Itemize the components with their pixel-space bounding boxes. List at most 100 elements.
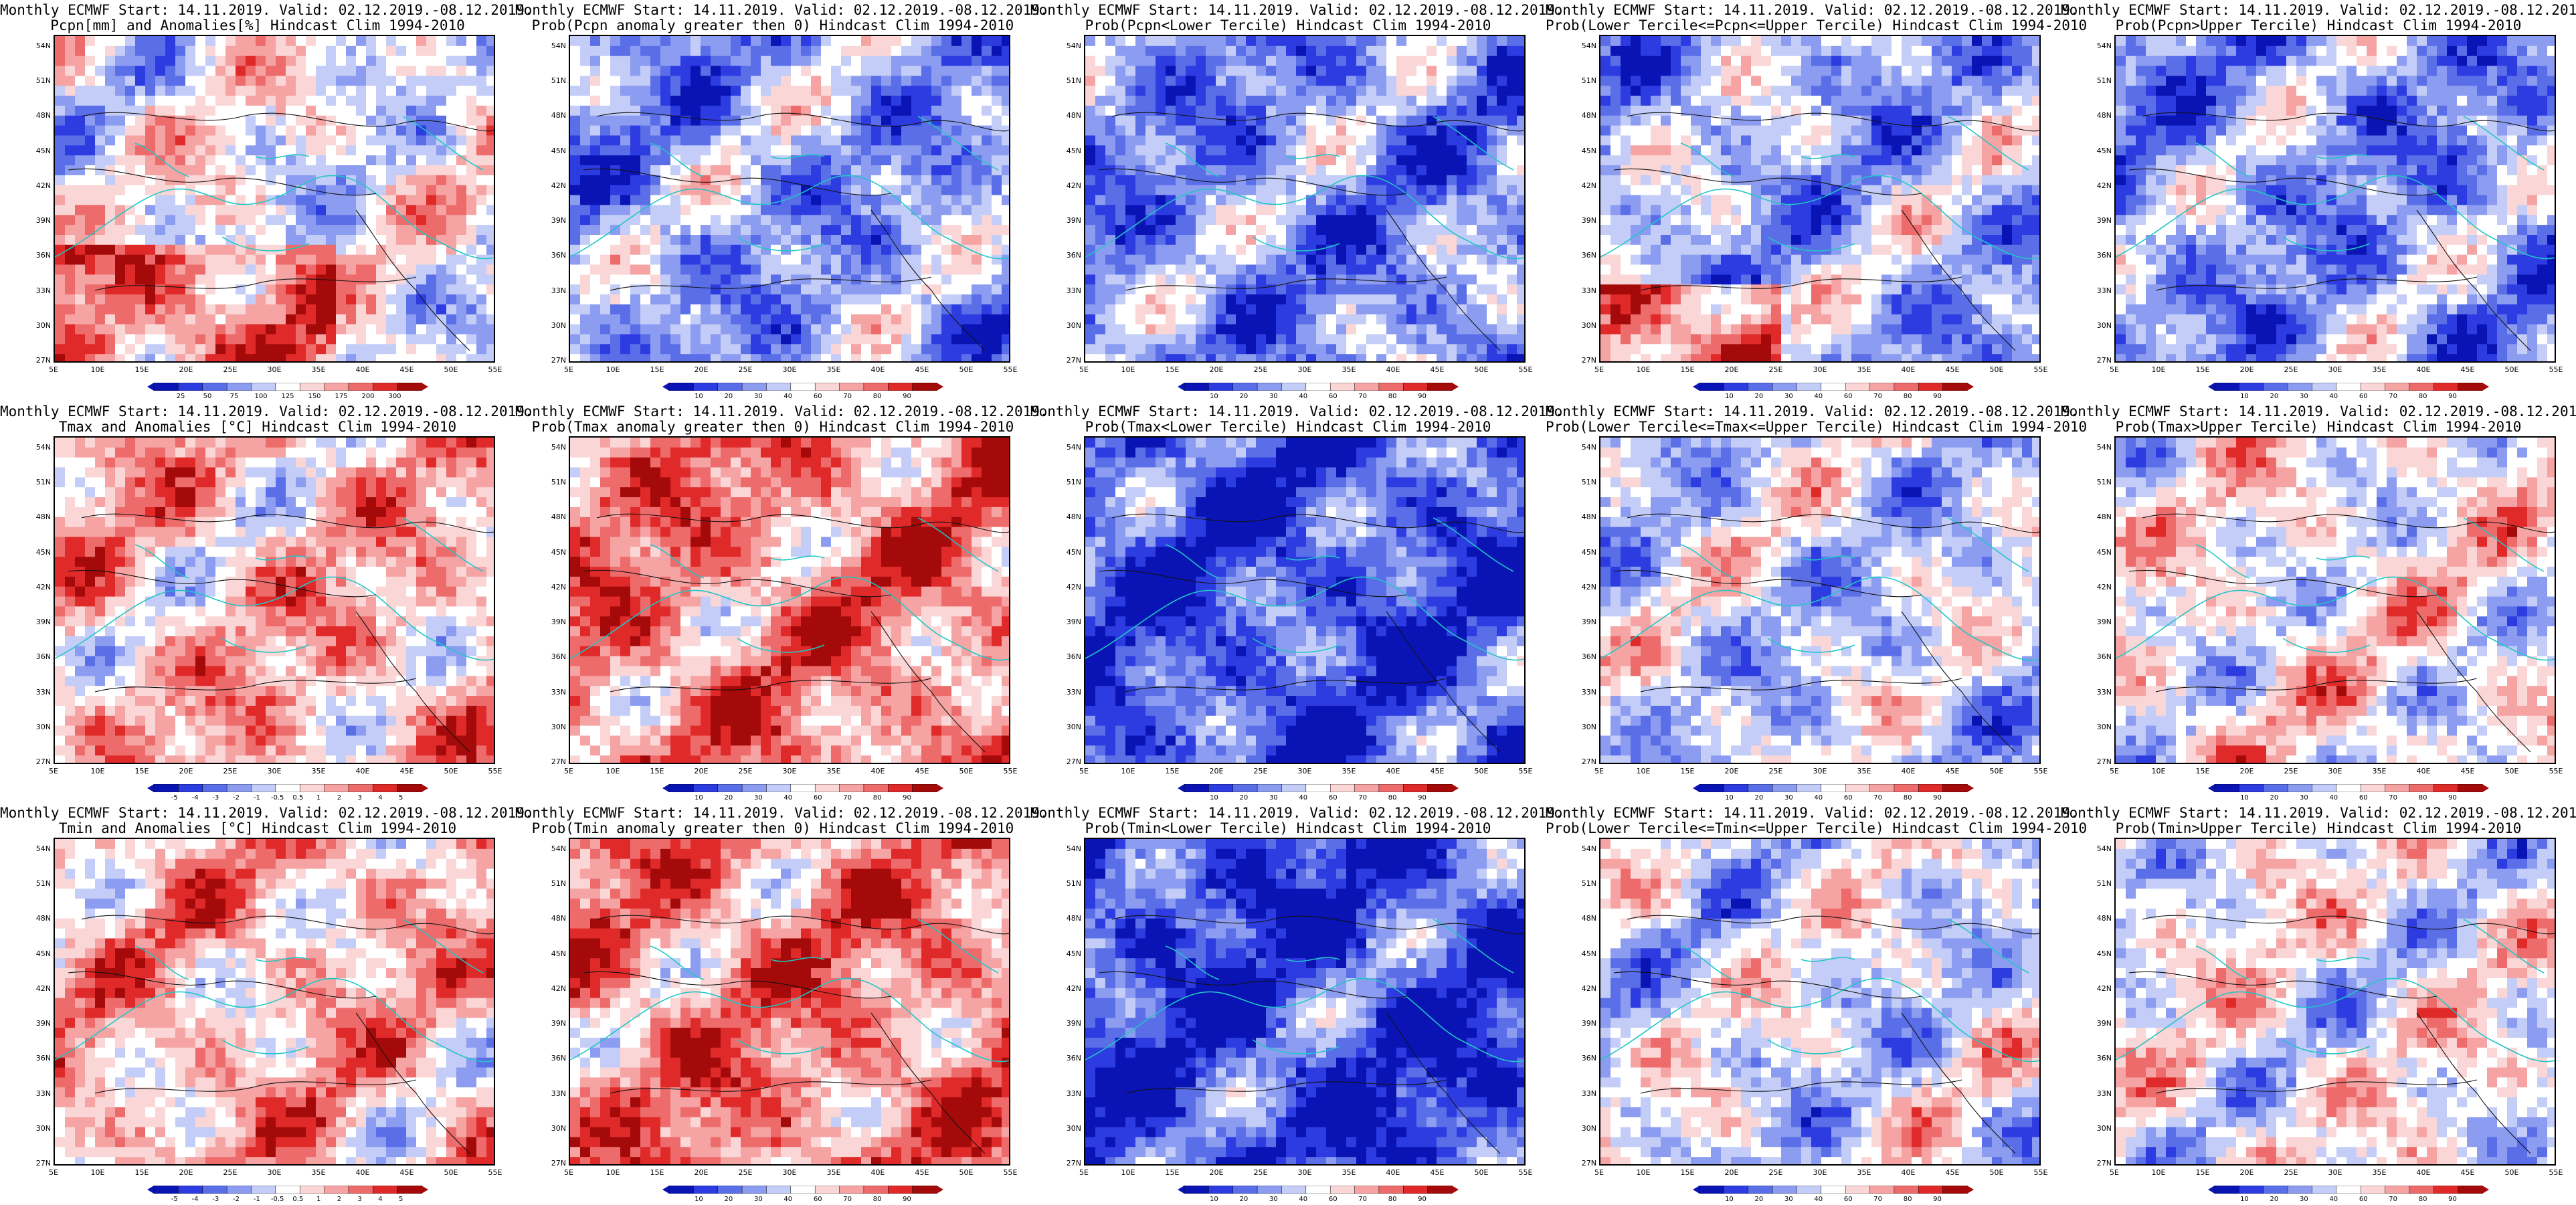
colorbar-tick-label: 30 <box>754 393 763 400</box>
latitude-label: 27N <box>2092 1159 2112 1168</box>
longitude-label: 30E <box>776 1168 803 1177</box>
longitude-label: 25E <box>1247 1168 1274 1177</box>
longitude-label: 25E <box>2278 1168 2304 1177</box>
latitude-label: 33N <box>1061 688 1081 697</box>
latitude-label: 54N <box>2092 844 2112 853</box>
colorbar-tick-label: 40 <box>1814 393 1823 400</box>
longitude-label: 25E <box>732 767 759 775</box>
longitude-label: 40E <box>349 365 376 374</box>
colorbar <box>147 383 428 391</box>
colorbar-tick-label: 30 <box>1784 794 1793 802</box>
latitude-label: 30N <box>31 1124 51 1133</box>
colorbar <box>2208 784 2489 792</box>
latitude-label: 51N <box>1061 76 1081 85</box>
colorbar-tick-label: 60 <box>2359 393 2368 400</box>
longitude-label: 45E <box>1939 1168 1966 1177</box>
latitude-label: 36N <box>1061 1054 1081 1062</box>
colorbar-tick-label: 25 <box>177 393 185 400</box>
longitude-label: 40E <box>1380 365 1406 374</box>
latitude-label: 27N <box>546 1159 566 1168</box>
latitude-label: 39N <box>546 618 566 626</box>
colorbar-tick-label: 80 <box>873 393 882 400</box>
colorbar-tick-label: 20 <box>725 393 733 400</box>
latitude-label: 48N <box>2092 513 2112 521</box>
map-area <box>569 35 1010 363</box>
map-panel: Monthly ECMWF Start: 14.11.2019. Valid: … <box>515 803 1030 1204</box>
latitude-label: 51N <box>31 879 51 888</box>
panel-subtitle: Prob(Lower Tercile<=Pcpn<=Upper Tercile)… <box>1546 18 2061 33</box>
longitude-label: 50E <box>2498 1168 2525 1177</box>
longitude-label: 45E <box>393 1168 420 1177</box>
colorbar-tick-label: -3 <box>212 1196 219 1203</box>
colorbar-tick-label: 10 <box>1725 1196 1734 1203</box>
longitude-label: 35E <box>2366 365 2393 374</box>
longitude-label: 20E <box>173 365 199 374</box>
latitude-label: 30N <box>1061 723 1081 731</box>
colorbar-tick-label: 90 <box>1933 794 1942 802</box>
colorbar-tick-label: 10 <box>1725 794 1734 802</box>
panel-title: Monthly ECMWF Start: 14.11.2019. Valid: … <box>2061 404 2576 419</box>
longitude-label: 35E <box>2366 767 2393 775</box>
map-area <box>569 838 1010 1166</box>
latitude-label: 51N <box>1576 879 1596 888</box>
latitude-label: 27N <box>546 757 566 766</box>
longitude-label: 15E <box>2189 767 2216 775</box>
longitude-label: 10E <box>1630 365 1657 374</box>
panel-title: Monthly ECMWF Start: 14.11.2019. Valid: … <box>0 404 515 419</box>
longitude-label: 40E <box>864 365 891 374</box>
longitude-label: 30E <box>2322 365 2349 374</box>
latitude-label: 51N <box>1061 879 1081 888</box>
colorbar <box>2208 1186 2489 1194</box>
colorbar-tick-label: 30 <box>1269 393 1278 400</box>
colorbar-tick-label: -1 <box>254 794 260 802</box>
map-panel: Monthly ECMWF Start: 14.11.2019. Valid: … <box>515 401 1030 803</box>
panel-subtitle: Prob(Lower Tercile<=Tmin<=Upper Tercile)… <box>1546 821 2061 836</box>
colorbar-tick-label: 90 <box>1418 794 1427 802</box>
colorbar-tick-label: 3 <box>358 794 362 802</box>
colorbar-tick-label: 40 <box>2329 794 2338 802</box>
colorbar-tick-label: 70 <box>2389 1196 2397 1203</box>
longitude-label: 25E <box>732 365 759 374</box>
latitude-label: 30N <box>1576 723 1596 731</box>
map-area <box>2114 838 2556 1166</box>
latitude-label: 30N <box>1576 1124 1596 1133</box>
colorbar-tick-label: 80 <box>2419 393 2427 400</box>
colorbar-tick-label: 80 <box>2419 794 2427 802</box>
longitude-label: 55E <box>482 767 509 775</box>
panel-subtitle: Prob(Tmin anomaly greater then 0) Hindca… <box>515 821 1030 836</box>
latitude-label: 30N <box>1061 1124 1081 1133</box>
panel-subtitle: Prob(Tmin<Lower Tercile) Hindcast Clim 1… <box>1030 821 1546 836</box>
latitude-label: 27N <box>31 757 51 766</box>
longitude-label: 30E <box>261 767 288 775</box>
latitude-label: 33N <box>1061 286 1081 295</box>
longitude-label: 10E <box>1115 767 1141 775</box>
latitude-label: 27N <box>1061 757 1081 766</box>
colorbar-tick-label: 70 <box>843 1196 852 1203</box>
longitude-label: 5E <box>1071 365 1097 374</box>
latitude-label: 42N <box>546 181 566 190</box>
latitude-label: 51N <box>31 478 51 486</box>
latitude-label: 54N <box>546 41 566 50</box>
map-panel: Monthly ECMWF Start: 14.11.2019. Valid: … <box>1546 401 2061 803</box>
latitude-label: 42N <box>546 984 566 993</box>
longitude-label: 10E <box>1630 767 1657 775</box>
longitude-label: 45E <box>909 767 935 775</box>
colorbar-tick-label: 80 <box>1904 1196 1912 1203</box>
colorbar-tick-label: 80 <box>1904 794 1912 802</box>
longitude-label: 50E <box>1468 365 1495 374</box>
longitude-label: 10E <box>600 365 626 374</box>
latitude-label: 30N <box>2092 321 2112 330</box>
colorbar <box>662 784 943 792</box>
panel-title: Monthly ECMWF Start: 14.11.2019. Valid: … <box>0 3 515 17</box>
colorbar <box>1693 1186 1974 1194</box>
colorbar-tick-label: 3 <box>358 1196 362 1203</box>
latitude-label: 36N <box>1061 251 1081 260</box>
latitude-label: 48N <box>546 914 566 923</box>
longitude-label: 30E <box>1807 767 1833 775</box>
map-area <box>1084 838 1526 1166</box>
colorbar-tick-label: -5 <box>171 1196 178 1203</box>
latitude-label: 36N <box>31 1054 51 1062</box>
latitude-label: 39N <box>546 1019 566 1028</box>
